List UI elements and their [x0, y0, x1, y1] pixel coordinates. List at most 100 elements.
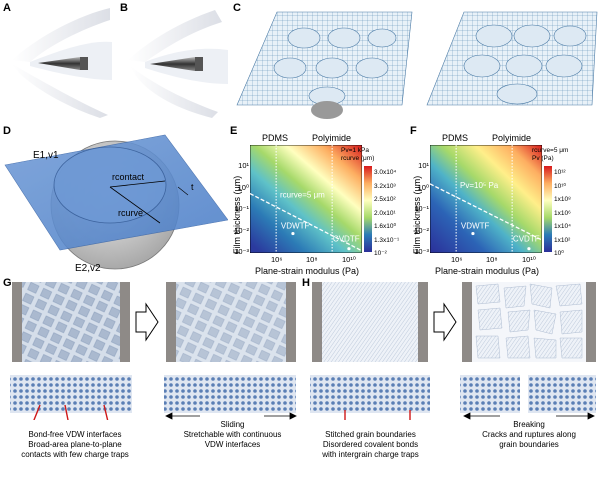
chart-e-dashed-line	[250, 193, 362, 252]
chart-f-xlabel: Plane-strain modulus (Pa)	[435, 266, 540, 276]
chart-f-cbtick-0: 10¹²	[554, 169, 566, 176]
panel-letter-c: C	[233, 2, 241, 14]
chart-f-vline-label-polyimide: Polyimide	[492, 133, 532, 143]
panel-letter-f: F	[410, 125, 417, 137]
panel-letter-d: D	[3, 125, 11, 137]
caption-g-left-3: contacts with few charge traps	[21, 450, 129, 459]
panel-d-t-label: t	[191, 182, 194, 192]
caption-h-right-1: Breaking	[513, 420, 545, 429]
h-right-atomic-layers-b-icon	[528, 375, 596, 413]
chart-e-ytick-4: 10⁻³	[234, 247, 249, 257]
chart-e-xtick-1: 10⁸	[306, 255, 318, 264]
chart-f-xtick-2: 10¹⁰	[522, 255, 536, 264]
caption-g-left-2: Broad-area plane-to-plane	[28, 440, 122, 449]
chart-e-cbtick-3: 2.0x10¹	[374, 209, 396, 217]
chart-f-ytick-1: 10⁰	[417, 182, 429, 192]
chart-f-ytick-4: 10⁻³	[414, 247, 429, 257]
chart-e-xtick-2: 10¹⁰	[342, 255, 356, 264]
g-right-electrode-left-icon	[166, 282, 176, 362]
chart-e-plot: rcurve=5 μm VDWTF CVDTF	[250, 145, 362, 253]
chart-f-ytick-3: 10⁻²	[414, 225, 429, 235]
chart-f-dashed-label: Pv=10⁵ Pa	[460, 181, 499, 190]
g-left-atomic-layers-icon	[10, 375, 132, 413]
chart-e-legend-1: Pv=1 kPa	[341, 147, 370, 154]
chart-e-vline-label-polyimide: Polyimide	[312, 133, 352, 143]
h-right-electrode-left-icon	[462, 282, 472, 362]
caption-g-left: Bond-free VDW interfaces Broad-area plan…	[15, 430, 135, 460]
g-right-atomic-layers-icon	[164, 375, 296, 413]
chart-e-point-label-1: CVDTF	[333, 235, 360, 244]
caption-h-left-1: Stitched grain boundaries	[325, 430, 416, 439]
chart-e-cbtick-0: 3.0x10⁴	[374, 169, 397, 176]
g-left-film-icon	[22, 282, 120, 362]
chart-e-colorbar-ticks: 3.0x10⁴ 3.2x10³ 2.5x10² 2.0x10¹ 1.6x10⁰ …	[374, 166, 399, 261]
chart-e-point-1	[347, 247, 351, 251]
chart-f-heatmap	[430, 145, 542, 253]
h-right-atomic-layers-a-icon	[460, 375, 520, 413]
chart-e-vline-label-pdms: PDMS	[262, 133, 289, 143]
caption-h-left-2: Disordered covalent bonds	[322, 440, 419, 449]
caption-g-right-3: VDW interfaces	[204, 440, 261, 449]
chart-e-point-label-0: VDWTF	[281, 222, 310, 231]
chart-e-colorbar	[364, 166, 372, 252]
chart-f-ytick-0: 10¹	[418, 161, 429, 170]
h-left-electrode-right-icon	[418, 282, 428, 362]
chart-e-ytick-0: 10¹	[238, 161, 249, 170]
panel-d-top-label: E1,v1	[33, 150, 59, 161]
chart-f-cbtick-4: 1x10⁴	[554, 223, 571, 230]
chart-e-legend-2: rcurve (μm)	[341, 155, 375, 162]
grid-sheet-left-icon	[236, 11, 413, 119]
probe-b-icon	[128, 10, 228, 118]
chart-e-point-0	[291, 231, 295, 236]
panel-d-bottom-label: E2,v2	[75, 263, 101, 274]
g-left-electrode-left-icon	[12, 282, 22, 362]
panel-letter-g: G	[3, 277, 12, 289]
g-right-film-icon	[176, 282, 286, 362]
chart-e-dashed-label: rcurve=5 μm	[280, 191, 325, 200]
probe-illustrations	[12, 8, 228, 118]
chart-e-heatmap	[250, 145, 362, 253]
chart-e-ytick-2: 10⁻¹	[234, 204, 249, 214]
g-left-electrode-right-icon	[120, 282, 130, 362]
caption-h-left-3: with intergrain charge traps	[322, 450, 419, 459]
chart-f-legend-1: rcurve=5 μm	[532, 147, 569, 154]
chart-f-point-0	[471, 231, 475, 236]
h-right-electrode-right-icon	[586, 282, 596, 362]
g-arrow-icon	[135, 302, 159, 342]
h-arrow-icon	[433, 302, 457, 342]
caption-g-right-2: Stretchable with continuous	[183, 430, 282, 439]
chart-f-dashed-line	[430, 183, 542, 241]
chart-f-vline-label-pdms: PDMS	[442, 133, 469, 143]
panel-d-rcontact-label: rcontact	[112, 172, 145, 182]
chart-f-point-label-1: CVDTF	[513, 235, 540, 244]
caption-h-right-2: Cracks and ruptures along	[482, 430, 576, 439]
chart-f-xtick-0: 10⁶	[451, 255, 463, 264]
chart-e-xtick-0: 10⁶	[271, 255, 283, 264]
sliding-arrows-icon	[165, 412, 595, 420]
panel-letter-b: B	[120, 2, 128, 14]
caption-g-right: Sliding Stretchable with continuous VDW …	[170, 420, 295, 450]
film-schematics	[10, 282, 596, 420]
caption-h-right: Breaking Cracks and ruptures along grain…	[462, 420, 596, 450]
chart-e-cbtick-2: 2.5x10²	[374, 196, 396, 203]
chart-f-cbtick-6: 10⁰	[554, 250, 564, 257]
g-right-electrode-right-icon	[286, 282, 296, 362]
chart-f-point-1	[527, 247, 531, 251]
chart-f-legend-2: Pv (Pa)	[532, 155, 554, 162]
contact-diagram	[4, 134, 228, 270]
chart-f-cbtick-5: 1x10²	[554, 236, 571, 244]
chart-e-yaxis-ticks: 10¹ 10⁰ 10⁻¹ 10⁻² 10⁻³	[231, 155, 249, 263]
panel-letter-h: H	[302, 277, 310, 289]
panel-d-rcurve-label: rcurve	[118, 208, 144, 218]
chart-e-xlabel: Plane-strain modulus (Pa)	[255, 266, 360, 276]
chart-f-yaxis-ticks: 10¹ 10⁰ 10⁻¹ 10⁻² 10⁻³	[411, 155, 429, 263]
caption-h-left: Stitched grain boundaries Disordered cov…	[308, 430, 433, 460]
chart-e-cbtick-4: 1.6x10⁰	[374, 223, 397, 230]
panel-letter-e: E	[230, 125, 238, 137]
chart-f-point-label-0: VDWTF	[461, 222, 490, 231]
chart-f-cbtick-2: 1x10⁸	[554, 196, 571, 203]
chart-f-xtick-1: 10⁸	[486, 255, 498, 264]
h-left-film-icon	[322, 282, 418, 362]
h-left-atomic-layers-icon	[310, 375, 430, 413]
panel-letter-a: A	[3, 2, 11, 14]
